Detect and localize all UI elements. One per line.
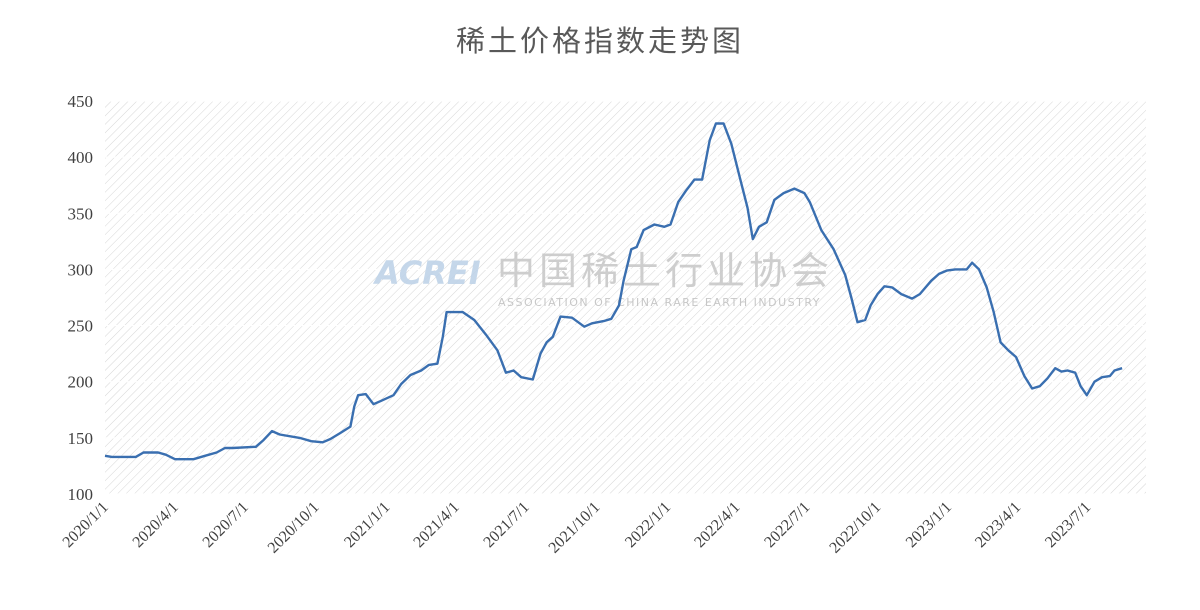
plot-area	[105, 101, 1146, 494]
series-line	[104, 122, 1123, 461]
watermark: ACREI 中国稀土行业协会 ASSOCIATION OF CHINA RARE…	[372, 249, 833, 309]
x-tick-label: 2021/10/1	[546, 499, 604, 557]
watermark-logo-text: ACREI	[372, 254, 481, 292]
x-tick-label: 2022/10/1	[826, 499, 884, 557]
y-tick-label: 200	[68, 373, 94, 392]
x-tick-label: 2022/1/1	[622, 499, 674, 551]
x-tick-label: 2023/1/1	[903, 499, 955, 551]
y-tick-label: 100	[68, 485, 94, 504]
x-tick-label: 2021/4/1	[410, 499, 462, 551]
x-tick-label: 2020/1/1	[60, 499, 112, 551]
y-tick-label: 300	[68, 260, 94, 279]
x-axis: 2020/1/1 2020/4/1 2020/7/1 2020/10/1 2021/1/…	[60, 499, 1095, 557]
y-tick-label: 350	[68, 204, 94, 223]
x-tick-label: 2020/4/1	[130, 499, 182, 551]
y-axis: 100 150 200 250 300 350 400 450	[68, 92, 94, 504]
x-tick-label: 2023/4/1	[972, 499, 1024, 551]
y-tick-label: 450	[68, 92, 94, 111]
x-tick-label: 2022/7/1	[761, 499, 813, 551]
watermark-chinese-text: 中国稀土行业协会	[497, 249, 833, 293]
y-tick-label: 150	[68, 429, 94, 448]
y-tick-label: 400	[68, 148, 94, 167]
x-tick-label: 2022/4/1	[691, 499, 743, 551]
x-tick-label: 2021/1/1	[341, 499, 393, 551]
x-tick-label: 2020/7/1	[200, 499, 252, 551]
x-tick-label: 2020/10/1	[265, 499, 323, 557]
watermark-english-text: ASSOCIATION OF CHINA RARE EARTH INDUSTRY	[498, 296, 821, 309]
y-tick-label: 250	[68, 317, 94, 336]
x-tick-label: 2021/7/1	[480, 499, 532, 551]
x-tick-label: 2023/7/1	[1042, 499, 1094, 551]
gridlines	[105, 100, 1146, 495]
chart-title: 稀土价格指数走势图	[455, 24, 744, 58]
